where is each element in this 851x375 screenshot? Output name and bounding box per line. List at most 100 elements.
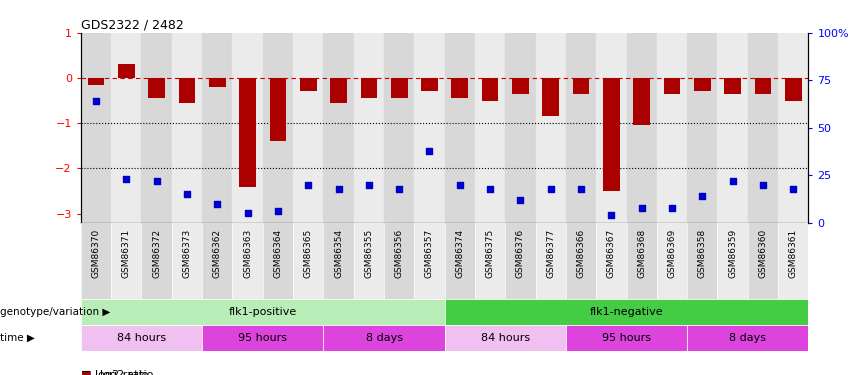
Text: flk1-negative: flk1-negative	[590, 307, 664, 317]
Bar	[81, 223, 111, 299]
Text: 8 days: 8 days	[366, 333, 403, 343]
Bar	[384, 33, 414, 223]
Text: GSM86372: GSM86372	[152, 229, 161, 278]
Point	[665, 205, 679, 211]
Point	[786, 186, 800, 192]
Point	[241, 210, 254, 216]
Text: GSM86377: GSM86377	[546, 229, 555, 278]
Bar	[414, 33, 444, 223]
Bar	[141, 223, 172, 299]
Bar	[755, 78, 771, 94]
Bar	[172, 223, 202, 299]
Bar	[597, 33, 626, 223]
Bar	[573, 78, 590, 94]
Bar	[323, 325, 444, 351]
Bar	[785, 78, 802, 101]
Bar	[566, 325, 687, 351]
Point	[635, 205, 648, 211]
Text: GSM86365: GSM86365	[304, 229, 312, 278]
Text: GDS2322 / 2482: GDS2322 / 2482	[81, 18, 184, 32]
Bar	[566, 33, 597, 223]
Text: 95 hours: 95 hours	[238, 333, 288, 343]
Bar	[172, 33, 202, 223]
Text: GSM86373: GSM86373	[182, 229, 191, 278]
Point	[483, 186, 497, 192]
Text: GSM86366: GSM86366	[577, 229, 585, 278]
Bar	[482, 78, 499, 101]
Point	[301, 182, 315, 188]
Point	[210, 201, 224, 207]
Bar	[421, 78, 437, 92]
Text: GSM86368: GSM86368	[637, 229, 646, 278]
Bar	[263, 33, 293, 223]
Bar	[505, 223, 535, 299]
Bar	[444, 223, 475, 299]
Bar	[202, 223, 232, 299]
Text: flk1-positive: flk1-positive	[229, 307, 297, 317]
Bar	[626, 33, 657, 223]
Bar	[354, 33, 384, 223]
Bar	[300, 78, 317, 92]
Bar	[270, 78, 286, 141]
Text: GSM86371: GSM86371	[122, 229, 131, 278]
Text: GSM86355: GSM86355	[364, 229, 374, 278]
Bar	[209, 78, 226, 87]
Bar	[475, 223, 505, 299]
Bar	[384, 223, 414, 299]
Point	[453, 182, 466, 188]
Point	[757, 182, 770, 188]
Text: 95 hours: 95 hours	[602, 333, 651, 343]
Bar	[81, 299, 444, 325]
Point	[392, 186, 406, 192]
Bar	[542, 78, 559, 116]
Bar	[323, 33, 354, 223]
Text: GSM86363: GSM86363	[243, 229, 252, 278]
Text: 84 hours: 84 hours	[117, 333, 166, 343]
Bar	[330, 78, 347, 103]
Bar	[202, 325, 323, 351]
Text: 84 hours: 84 hours	[481, 333, 530, 343]
Bar	[694, 78, 711, 92]
Point	[514, 197, 528, 203]
Text: 8 days: 8 days	[729, 333, 766, 343]
Bar	[566, 223, 597, 299]
Point	[574, 186, 588, 192]
Bar	[475, 33, 505, 223]
Bar	[239, 78, 256, 187]
Bar	[748, 33, 778, 223]
Bar	[633, 78, 650, 126]
Text: GSM86369: GSM86369	[667, 229, 677, 278]
Point	[89, 98, 103, 104]
Bar	[179, 78, 195, 103]
Text: GSM86376: GSM86376	[516, 229, 525, 278]
Point	[150, 178, 163, 184]
Point	[544, 186, 557, 192]
Text: GSM86358: GSM86358	[698, 229, 707, 278]
Bar	[505, 33, 535, 223]
Bar	[232, 223, 263, 299]
Text: GSM86357: GSM86357	[425, 229, 434, 278]
Bar	[202, 33, 232, 223]
Bar	[444, 325, 566, 351]
Bar	[323, 223, 354, 299]
Bar	[724, 78, 741, 94]
Bar	[293, 223, 323, 299]
Point	[423, 147, 437, 153]
Point	[119, 176, 133, 182]
Bar	[354, 223, 384, 299]
Text: GSM86359: GSM86359	[728, 229, 737, 278]
Bar	[81, 33, 111, 223]
Text: GSM86356: GSM86356	[395, 229, 403, 278]
Bar	[263, 223, 293, 299]
Bar	[603, 78, 620, 191]
Bar	[361, 78, 377, 98]
Text: GSM86360: GSM86360	[758, 229, 768, 278]
Bar	[717, 33, 748, 223]
Bar	[664, 78, 680, 94]
Text: GSM86375: GSM86375	[486, 229, 494, 278]
Bar	[657, 33, 687, 223]
Bar	[111, 223, 141, 299]
Bar	[414, 223, 444, 299]
Bar	[148, 78, 165, 98]
Bar	[512, 78, 528, 94]
